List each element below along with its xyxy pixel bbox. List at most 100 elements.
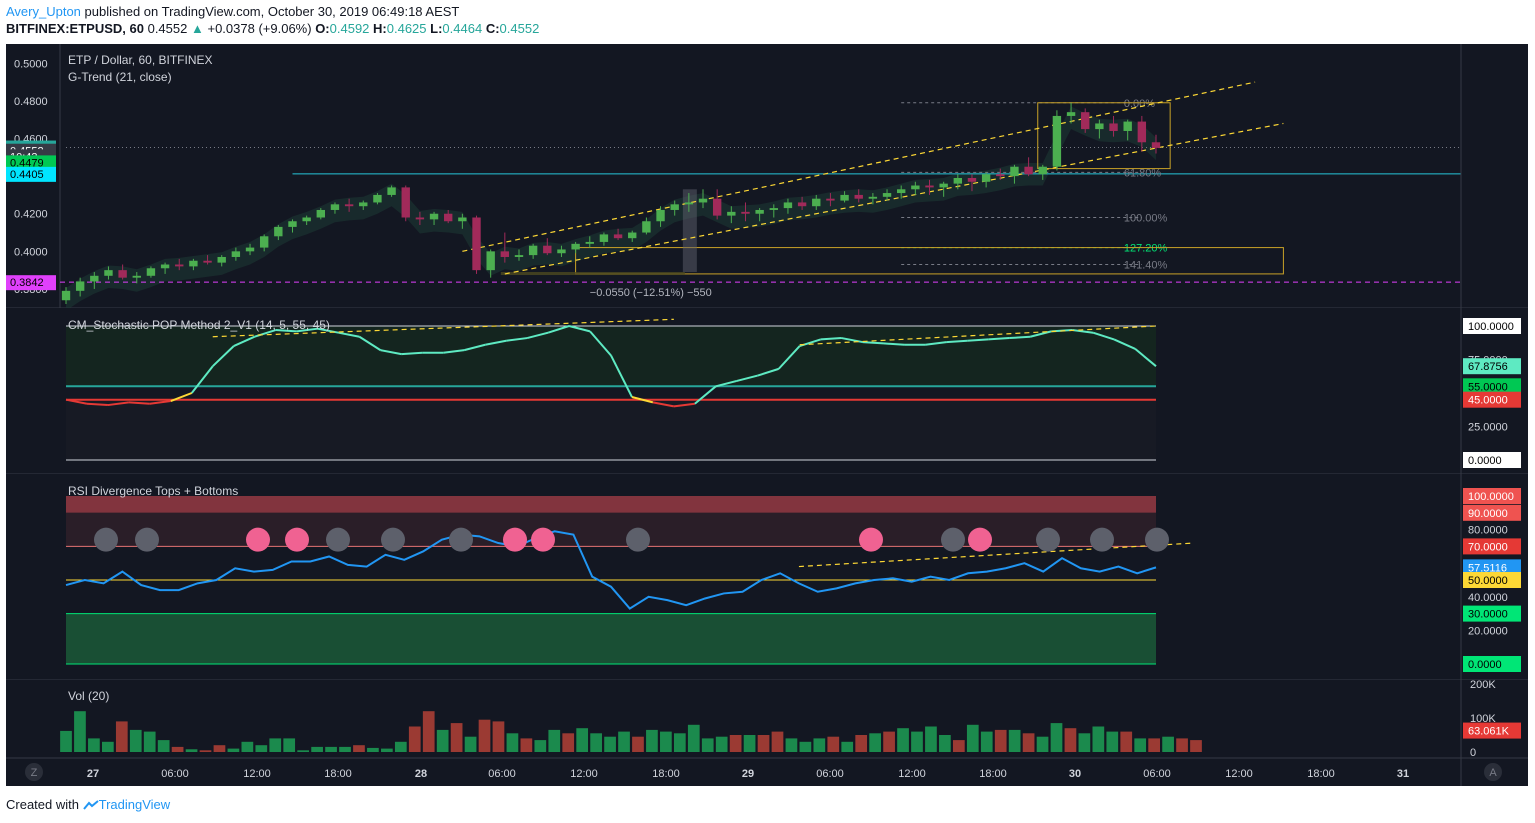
time-tick-label: 18:00 [652,768,680,780]
rsi-title: RSI Divergence Tops + Bottoms [68,484,238,498]
rsi-badge [1463,488,1521,504]
tradingview-brand[interactable]: TradingView [98,797,171,812]
stoch-line-segment [317,327,339,334]
rsi-top-dot [135,527,159,552]
rsi-bottom-dot [246,527,270,552]
candle-body [132,275,141,278]
volume-bar [255,745,268,752]
up-arrow-icon: ▲ [190,21,204,36]
candle-body [1137,121,1147,143]
volume-bar [88,738,100,752]
auto-scale-button[interactable] [1484,763,1502,781]
stoch-line-segment [652,401,675,408]
volume-bar [269,738,282,752]
volume-bar [1190,740,1202,752]
candle-body [344,204,354,207]
candle-body [1066,112,1076,116]
rsi-pane[interactable]: RSI Divergence Tops + Bottoms 100.0000 90.… [6,474,1528,681]
stoch-badge-label: 55.0000 [1468,381,1508,393]
volume-bar [1106,731,1119,752]
candle-body [316,209,325,218]
candle-body [373,194,382,203]
candle-body [1151,142,1161,148]
candle-body [868,196,878,199]
volume-bar [60,730,72,752]
candle-body [642,221,651,233]
candle-body [217,256,226,263]
volume-bar [757,735,770,752]
volume-bar [771,731,784,752]
chart-container[interactable]: 0.50000.48000.46000.44000.42000.40000.38… [6,44,1528,786]
stoch-line-segment [65,398,88,405]
rsi-tick-label: 20.0000 [1468,625,1508,637]
zoom-button[interactable] [25,763,43,781]
stoch-line-segment [589,330,612,357]
high-label: H: [373,21,387,36]
candle-body [571,243,580,250]
volume-bar [911,731,923,752]
rsi-top-dot [626,527,650,552]
price-badge-label: 0.3842 [10,277,44,289]
volume-pane[interactable]: Vol (20) 200K 100K 0 63.061K [6,679,1528,759]
target-box [575,247,1284,275]
footer: Created with TradingView [6,797,170,812]
symbol-label: BITFINEX:ETPUSD, 60 [6,21,144,36]
close-value: 0.4552 [499,21,540,36]
rsi-top-dot [449,527,473,552]
rsi-badge [1463,656,1521,672]
axis-badge [1463,452,1521,468]
candle-body [458,217,467,222]
volume-bar [827,736,840,752]
stoch-line-segment [1134,348,1157,367]
stoch-line-segment [107,401,130,407]
candle-body [854,194,863,199]
low-label: L: [430,21,443,36]
price-badge-label: 0.4405 [10,169,44,181]
candle-body [1109,123,1118,131]
author-link[interactable]: Avery_Upton [6,4,81,19]
stochastic-pane[interactable]: CM_Stochastic POP Method 2_V1 (14, 5, 55… [6,308,1528,475]
rsi-badge-label: 70.0000 [1468,541,1508,553]
candle-body [826,198,835,201]
time-tick-label: 06:00 [1143,768,1171,780]
stoch-line-segment [1072,329,1094,334]
time-tick-label: 12:00 [1225,768,1253,780]
main-pane[interactable]: 0.50000.48000.46000.44000.42000.40000.38… [6,44,1528,311]
stoch-line-segment [1092,331,1115,341]
time-axis[interactable]: 27 06:00 12:00 18:00 28 06:00 12:00 18:00 29 06:0… [6,44,1528,786]
candle-body [939,183,948,188]
candle-body [670,204,679,210]
stoch-line-segment [1113,338,1136,350]
rsi-bottom-dot [968,527,992,552]
volume-bar [701,738,714,752]
volume-bar [311,746,323,752]
rsi-badge-label: 50.0000 [1468,575,1508,587]
stoch-line-segment [170,392,193,402]
time-tick-label: 12:00 [243,768,271,780]
volume-bar [422,711,435,752]
volume-bar [729,735,742,752]
tradingview-logo-icon[interactable] [82,798,99,810]
stoch-line-segment [547,325,570,334]
volume-bar [646,729,658,752]
volume-bar [1148,738,1161,752]
volume-bar [966,724,979,752]
volume-tick-label: 0 [1470,747,1476,759]
candle-body [90,275,99,282]
volume-bar [506,733,519,752]
candle-body [146,268,156,276]
time-tick-label: 29 [742,768,754,780]
stoch-line-segment [925,341,947,346]
stoch-line-segment [485,339,507,346]
candle-body [557,249,566,254]
upper-channel-line [462,81,1256,252]
price-badge [6,166,56,182]
stoch-line-segment [568,325,591,333]
time-tick-label: 30 [1069,768,1081,780]
price-badge [6,155,56,171]
chart-svg[interactable]: 0.50000.48000.46000.44000.42000.40000.38… [6,44,1528,786]
stoch-badge-label: 45.0000 [1468,395,1508,407]
stoch-tick-label: 25.0000 [1468,422,1508,434]
stoch-line-segment [526,331,549,340]
auto-scale-button-label: A [1489,767,1497,779]
